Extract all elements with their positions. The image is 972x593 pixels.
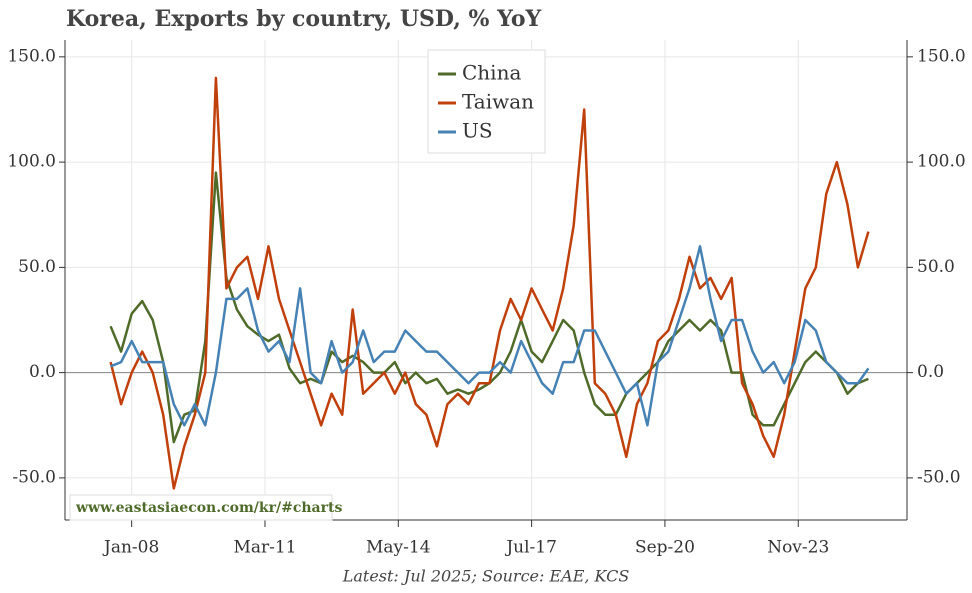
x-tick-label: Nov-23 [767,538,829,558]
y-tick-label: 0.0 [29,362,56,382]
y-tick-label: 50.0 [18,257,56,277]
y-tick-label: 150.0 [7,46,56,66]
x-tick-label: Jan-08 [102,538,159,558]
x-tick-label: Sep-20 [635,538,695,558]
watermark: www.eastasiaecon.com/kr/#charts [75,500,342,516]
legend-label: Taiwan [462,90,534,114]
x-tick-label: Jul-17 [504,538,557,558]
legend-label: China [462,61,521,85]
x-tick-label: Mar-11 [233,538,296,558]
y2-tick-label: 100.0 [917,152,966,172]
y-tick-label: 100.0 [7,152,56,172]
x-tick-label: May-14 [366,538,431,558]
y-tick-label: -50.0 [12,467,56,487]
y2-tick-label: 0.0 [917,362,944,382]
footer: Latest: Jul 2025; Source: EAE, KCS [342,567,630,586]
y2-tick-label: 150.0 [917,46,966,66]
y2-tick-label: -50.0 [917,467,961,487]
series-line [110,245,870,427]
legend-label: US [462,119,493,143]
y2-tick-label: 50.0 [917,257,955,277]
series-line [109,76,870,490]
watermark-box [69,494,333,521]
chart-title: Korea, Exports by country, USD, % YoY [66,6,542,32]
